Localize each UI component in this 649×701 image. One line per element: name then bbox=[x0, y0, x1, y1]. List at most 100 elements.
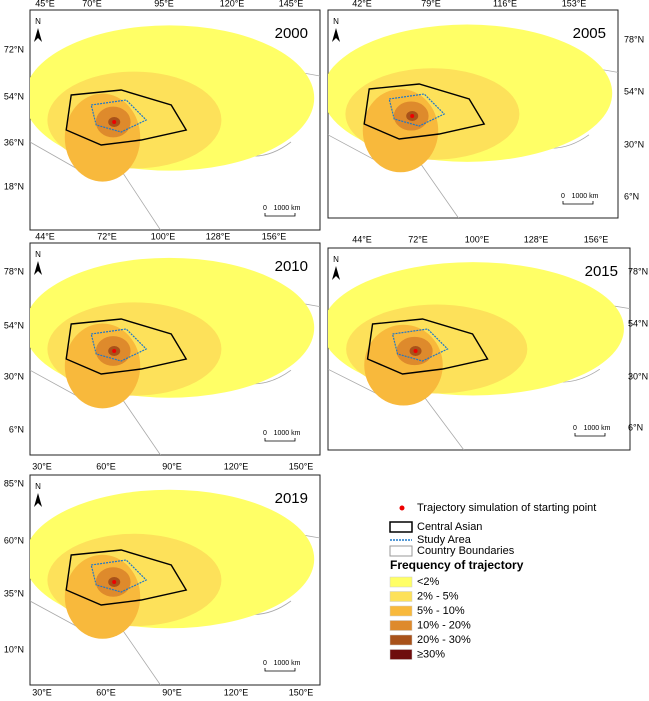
legend-label: <2% bbox=[417, 576, 440, 588]
map-content bbox=[30, 257, 320, 455]
lon-label: 128°E bbox=[206, 231, 231, 241]
map-content bbox=[30, 489, 320, 685]
lat-label: 72°N bbox=[4, 44, 24, 54]
freq-5-10 bbox=[64, 323, 141, 409]
study-area bbox=[388, 93, 446, 127]
legend-title: Frequency of trajectory bbox=[390, 558, 524, 572]
lat-label: 10°N bbox=[4, 644, 24, 654]
scale-label: 1000 km bbox=[274, 205, 301, 212]
north-label: N bbox=[333, 17, 339, 26]
start-point bbox=[112, 120, 117, 124]
map-content bbox=[328, 24, 618, 218]
legend-label: Central Asian bbox=[417, 521, 482, 533]
legend-swatch bbox=[389, 576, 413, 588]
start-point bbox=[112, 580, 117, 584]
lon-label: 60°E bbox=[96, 461, 116, 471]
legend-label: Study Area bbox=[417, 534, 472, 546]
lon-label: 100°E bbox=[465, 234, 490, 244]
lon-label: 30°E bbox=[32, 461, 52, 471]
scale-zero: 0 bbox=[263, 205, 267, 212]
lat-label: 60°N bbox=[4, 535, 24, 545]
lon-label: 120°E bbox=[224, 461, 249, 471]
north-label: N bbox=[35, 17, 41, 26]
freq-5-10 bbox=[362, 89, 439, 173]
scale-label: 1000 km bbox=[584, 425, 611, 432]
legend-swatch bbox=[389, 634, 413, 646]
lon-label: 30°E bbox=[32, 687, 52, 697]
lon-label: 153°E bbox=[562, 0, 587, 8]
legend-country bbox=[389, 545, 413, 557]
legend-label: ≥30% bbox=[417, 648, 445, 660]
map-content bbox=[30, 25, 320, 230]
north-arrow bbox=[34, 261, 42, 275]
legend-label: 2% - 5% bbox=[417, 590, 459, 602]
legend-central-asia bbox=[389, 521, 413, 533]
lat-label: 78°N bbox=[624, 34, 644, 44]
lat-label: 54°N bbox=[4, 91, 24, 101]
legend-label: 20% - 30% bbox=[417, 634, 471, 646]
lat-label: 18°N bbox=[4, 181, 24, 191]
map-content bbox=[328, 262, 630, 450]
study-area bbox=[90, 559, 148, 593]
legend-swatch bbox=[389, 649, 413, 660]
north-label: N bbox=[333, 255, 339, 264]
lon-label: 90°E bbox=[162, 687, 182, 697]
lon-label: 145°E bbox=[279, 0, 304, 8]
lat-label: 85°N bbox=[4, 478, 24, 488]
lon-label: 45°E bbox=[35, 0, 55, 8]
freq-5-10 bbox=[64, 93, 141, 182]
legend-swatch bbox=[389, 605, 413, 617]
start-point bbox=[112, 349, 117, 353]
freq-5-10 bbox=[364, 324, 443, 406]
scale-label: 1000 km bbox=[274, 430, 301, 437]
lon-label: 60°E bbox=[96, 687, 116, 697]
lon-label: 128°E bbox=[524, 234, 549, 244]
scale-zero: 0 bbox=[573, 425, 577, 432]
scale-bar bbox=[264, 668, 296, 672]
north-arrow bbox=[332, 266, 340, 280]
lon-label: 90°E bbox=[162, 461, 182, 471]
scale-zero: 0 bbox=[561, 193, 565, 200]
north-arrow bbox=[34, 493, 42, 507]
map-panel: 42°E 79°E 116°E 153°E 78°N 54°N 30°N 6°N 2005 N 0 1… bbox=[327, 0, 644, 219]
scale-bar bbox=[574, 433, 606, 437]
map-panel: 30°E 60°E 90°E 120°E 150°E 30°E 60°E 90°E 120°E 1… bbox=[4, 461, 321, 697]
lat-label: 35°N bbox=[4, 588, 24, 598]
lon-label: 72°E bbox=[97, 231, 117, 241]
lon-label: 44°E bbox=[352, 234, 372, 244]
legend-label: Country Boundaries bbox=[417, 545, 515, 557]
scale-zero: 0 bbox=[263, 660, 267, 667]
scale-zero: 0 bbox=[263, 430, 267, 437]
central-asia-outline bbox=[65, 89, 188, 146]
lon-label: 70°E bbox=[82, 0, 102, 8]
lon-label: 120°E bbox=[220, 0, 245, 8]
map-panel: 45°E 70°E 95°E 120°E 145°E 72°N 54°N 36°N 18°N 20… bbox=[4, 0, 321, 231]
lon-label: 44°E bbox=[35, 231, 55, 241]
lat-label: 6°N bbox=[628, 422, 643, 432]
lat-label: 30°N bbox=[624, 139, 644, 149]
lat-label: 54°N bbox=[628, 318, 648, 328]
lon-label: 150°E bbox=[289, 461, 314, 471]
study-area bbox=[90, 328, 148, 362]
study-area bbox=[391, 328, 449, 362]
study-area bbox=[90, 99, 148, 133]
lon-label: 79°E bbox=[421, 0, 441, 8]
lat-label: 36°N bbox=[4, 137, 24, 147]
central-asia-outline bbox=[65, 549, 188, 606]
scale-bar bbox=[264, 438, 296, 442]
scale-bar bbox=[562, 201, 594, 205]
lon-label: 100°E bbox=[151, 231, 176, 241]
lon-label: 150°E bbox=[289, 687, 314, 697]
year-label: 2000 bbox=[275, 25, 308, 42]
lat-label: 78°N bbox=[628, 266, 648, 276]
legend-swatch bbox=[389, 620, 413, 631]
lon-label: 120°E bbox=[224, 687, 249, 697]
year-label: 2019 bbox=[275, 490, 308, 507]
north-label: N bbox=[35, 250, 41, 259]
lat-label: 6°N bbox=[9, 424, 24, 434]
year-label: 2005 bbox=[573, 25, 606, 42]
legend-label: 5% - 10% bbox=[417, 605, 465, 617]
freq-5-10 bbox=[64, 554, 141, 639]
lon-label: 95°E bbox=[154, 0, 174, 8]
